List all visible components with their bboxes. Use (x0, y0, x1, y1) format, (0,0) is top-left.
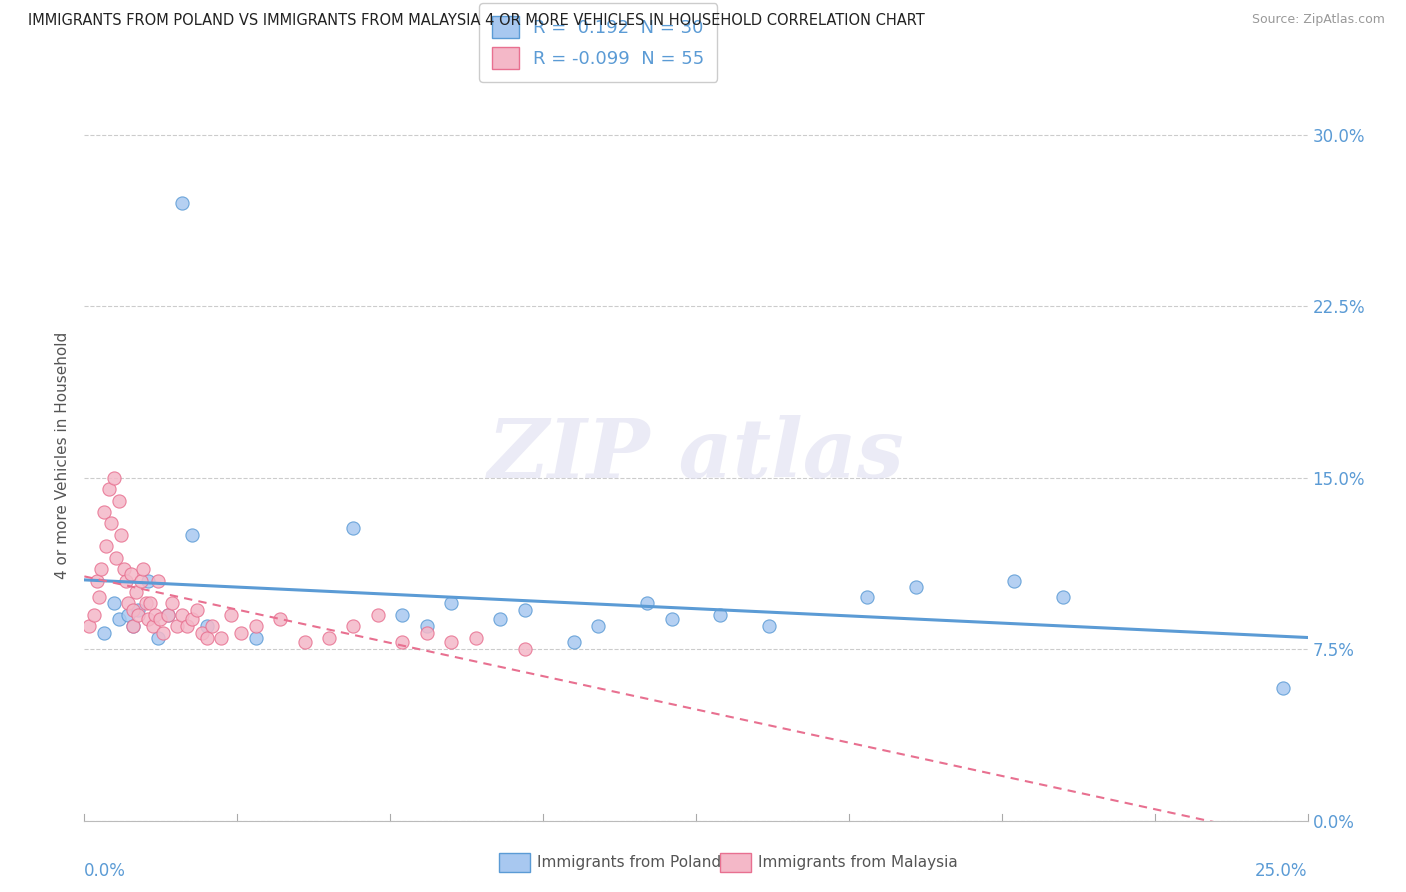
Point (856, 590, 879, 604)
Point (122, 603, 145, 617)
Point (586, 619, 609, 633)
Point (636, 597, 658, 611)
Point (142, 619, 165, 633)
Point (136, 612, 159, 626)
Point (135, 597, 157, 611)
Point (318, 631, 340, 645)
Point (176, 619, 198, 633)
Point (136, 574, 159, 588)
Point (181, 528, 204, 542)
Point (172, 607, 194, 622)
Point (440, 635, 463, 649)
Point (269, 612, 291, 626)
Point (125, 585, 148, 599)
Point (127, 603, 149, 617)
Point (1002, 574, 1025, 588)
Point (156, 607, 179, 622)
Point (115, 574, 138, 588)
Point (86, 574, 108, 588)
Point (513, 603, 536, 617)
Point (90, 562, 112, 576)
Point (97, 482, 120, 496)
Text: 0.0%: 0.0% (84, 862, 127, 880)
Point (87, 590, 110, 604)
Point (219, 607, 242, 622)
Point (513, 642, 536, 657)
Point (709, 607, 731, 622)
Point (1052, 590, 1074, 604)
Point (245, 631, 267, 645)
Point (181, 612, 204, 626)
Point (342, 521, 364, 535)
Point (132, 562, 155, 576)
Point (143, 607, 166, 622)
Point (905, 581, 928, 595)
Point (1272, 681, 1295, 695)
Point (200, 619, 222, 633)
Legend: R =  0.192  N = 30, R = -0.099  N = 55: R = 0.192 N = 30, R = -0.099 N = 55 (479, 4, 717, 81)
Point (122, 619, 145, 633)
Point (156, 607, 179, 622)
Point (186, 603, 208, 617)
Point (391, 635, 413, 649)
Point (149, 612, 172, 626)
Text: IMMIGRANTS FROM POLAND VS IMMIGRANTS FROM MALAYSIA 4 OR MORE VEHICLES IN HOUSEHO: IMMIGRANTS FROM POLAND VS IMMIGRANTS FRO… (28, 13, 925, 29)
Point (166, 619, 188, 633)
Point (96, 539, 118, 553)
Point (107, 612, 129, 626)
Point (110, 528, 132, 542)
Point (103, 597, 125, 611)
Text: ZIP atlas: ZIP atlas (488, 415, 904, 495)
Point (342, 619, 364, 633)
Point (391, 607, 413, 622)
Point (146, 574, 169, 588)
Point (146, 631, 169, 645)
Point (489, 612, 512, 626)
Point (117, 597, 139, 611)
Point (83, 607, 105, 622)
Point (100, 516, 122, 531)
Point (416, 619, 439, 633)
Point (122, 619, 145, 633)
Point (195, 631, 218, 645)
Text: 25.0%: 25.0% (1256, 862, 1308, 880)
Point (367, 607, 389, 622)
Point (195, 619, 218, 633)
Point (191, 626, 214, 640)
Point (93, 505, 115, 519)
Point (127, 607, 149, 622)
Point (107, 493, 129, 508)
Text: Source: ZipAtlas.com: Source: ZipAtlas.com (1251, 13, 1385, 27)
Text: Immigrants from Poland: Immigrants from Poland (537, 855, 721, 870)
Point (464, 631, 486, 645)
Point (162, 597, 184, 611)
Point (120, 566, 142, 581)
Point (209, 631, 232, 645)
Point (562, 635, 585, 649)
Text: Immigrants from Malaysia: Immigrants from Malaysia (758, 855, 957, 870)
Point (152, 626, 174, 640)
Point (129, 574, 152, 588)
Point (416, 626, 439, 640)
Point (758, 619, 780, 633)
Point (245, 619, 267, 633)
Point (103, 471, 125, 485)
Point (77, 619, 100, 633)
Point (229, 626, 252, 640)
Point (93, 626, 115, 640)
Point (440, 597, 463, 611)
Point (117, 607, 139, 622)
Point (294, 635, 316, 649)
Point (661, 612, 683, 626)
Point (105, 550, 128, 565)
Point (172, 196, 194, 211)
Point (112, 562, 135, 576)
Y-axis label: 4 or more Vehicles in Household: 4 or more Vehicles in Household (55, 331, 70, 579)
Point (139, 597, 162, 611)
